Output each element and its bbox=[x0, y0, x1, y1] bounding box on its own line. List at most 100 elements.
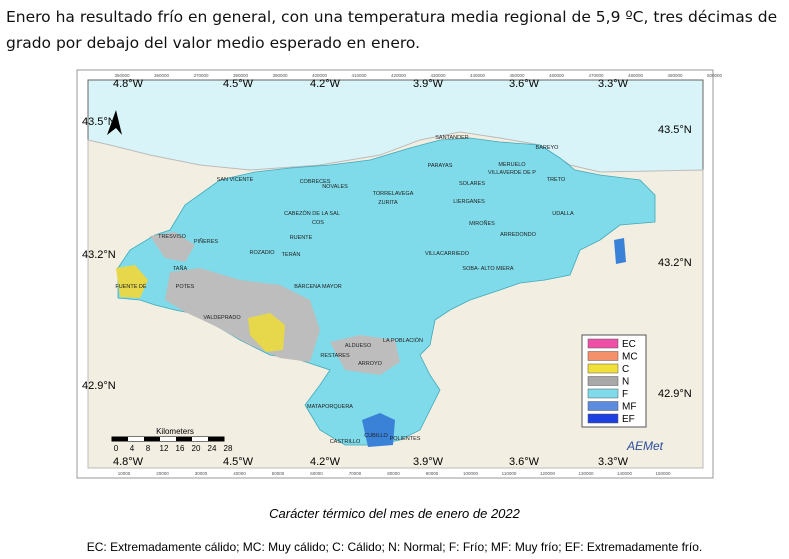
region-n bbox=[330, 335, 400, 375]
scale-title: Kilometers bbox=[156, 427, 194, 436]
scale-segment bbox=[128, 437, 144, 441]
place-label: NOVALES bbox=[322, 184, 348, 190]
caption: Carácter térmico del mes de enero de 202… bbox=[269, 506, 520, 521]
coord-label: 360000 bbox=[154, 73, 170, 78]
legend-label: EC bbox=[622, 339, 636, 350]
place-label: POLIENTES bbox=[390, 436, 421, 442]
coord-label: 460000 bbox=[549, 73, 565, 78]
coord-label: 490000 bbox=[667, 73, 683, 78]
place-label: TORRELAVEGA bbox=[373, 191, 414, 197]
scale-tick: 16 bbox=[176, 444, 185, 453]
place-label: ZURITA bbox=[378, 200, 398, 206]
place-label: ARROYO bbox=[358, 361, 383, 367]
scale-tick: 8 bbox=[146, 444, 151, 453]
legend-label: N bbox=[622, 377, 629, 388]
place-label: BÁRCENA MAYOR bbox=[294, 283, 342, 290]
legend-swatch bbox=[587, 338, 619, 349]
place-label: POTES bbox=[176, 284, 195, 290]
place-label: COBRECES bbox=[300, 179, 331, 185]
coord-label: 410000 bbox=[351, 73, 367, 78]
lat-label: 43.5°N bbox=[658, 124, 692, 136]
place-label: CUBILLO bbox=[364, 433, 388, 439]
lon-label: 4.2°W bbox=[310, 78, 341, 90]
coord-label: 120000 bbox=[540, 471, 556, 476]
place-label: SANTANDER bbox=[435, 135, 469, 141]
lon-label: 3.6°W bbox=[509, 78, 540, 90]
map: 4.8°W 4.8°W 4.5°W 4.5°W 4.2°W 4.2°W 3.9°W 3.9°W… bbox=[76, 69, 723, 479]
region-c bbox=[116, 265, 148, 298]
place-label: MERUELO bbox=[498, 162, 526, 168]
coord-label: 80000 bbox=[387, 471, 400, 476]
coord-label: 130000 bbox=[578, 471, 594, 476]
lon-label: 3.9°W bbox=[413, 456, 444, 468]
lon-label: 4.5°W bbox=[223, 456, 254, 468]
region-c bbox=[248, 313, 285, 352]
place-label: FUENTE DÉ bbox=[115, 283, 147, 290]
place-label: ALDUESO bbox=[345, 343, 372, 349]
scale-segment bbox=[192, 437, 208, 441]
legend-label: MF bbox=[622, 402, 636, 413]
place-label: TRETO bbox=[547, 177, 566, 183]
lat-label: 42.9°N bbox=[658, 388, 692, 400]
lon-label: 3.3°W bbox=[598, 78, 629, 90]
coord-label: 400000 bbox=[312, 73, 328, 78]
coord-label: 150000 bbox=[655, 471, 671, 476]
place-label: VALDEPRADO bbox=[203, 315, 241, 321]
footnote: EC: Extremadamente cálido; MC: Muy cálid… bbox=[86, 540, 703, 554]
coord-label: 370000 bbox=[193, 73, 209, 78]
coord-label: 20000 bbox=[156, 471, 169, 476]
region-mf bbox=[614, 238, 626, 264]
lat-label: 43.2°N bbox=[658, 257, 692, 269]
legend-label: EF bbox=[622, 414, 635, 425]
scale-segment bbox=[144, 437, 160, 441]
scale-segment bbox=[176, 437, 192, 441]
place-label: CABEZÓN DE LA SAL bbox=[284, 210, 340, 217]
place-label: MIROÑES bbox=[469, 220, 495, 227]
lon-label: 4.8°W bbox=[113, 78, 144, 90]
lat-label: 43.2°N bbox=[82, 249, 116, 261]
place-label: PARAYAS bbox=[428, 163, 453, 169]
region-n bbox=[150, 232, 195, 262]
place-label: SOLARES bbox=[459, 181, 485, 187]
region-mf bbox=[362, 413, 395, 447]
coord-label: 440000 bbox=[470, 73, 486, 78]
coord-label: 30000 bbox=[195, 471, 208, 476]
place-label: TAÑA bbox=[173, 265, 188, 272]
legend-label: MC bbox=[622, 352, 638, 363]
scale-tick: 20 bbox=[192, 444, 201, 453]
scale-tick: 4 bbox=[130, 444, 135, 453]
coord-label: 390000 bbox=[272, 73, 288, 78]
coord-label: 500000 bbox=[707, 73, 723, 78]
legend-label: F bbox=[622, 389, 628, 400]
place-label: UDALLA bbox=[552, 211, 574, 217]
coord-label: 50000 bbox=[272, 471, 285, 476]
legend-swatch bbox=[587, 413, 619, 424]
place-label: BAREYO bbox=[536, 145, 560, 151]
coord-label: 70000 bbox=[349, 471, 362, 476]
coord-label: 100000 bbox=[463, 471, 479, 476]
lat-label: 43.5°N bbox=[82, 116, 116, 128]
coord-label: 10000 bbox=[118, 471, 131, 476]
place-label: RESTARES bbox=[320, 353, 350, 359]
legend-swatch bbox=[587, 351, 619, 361]
place-label: TRESVISO bbox=[158, 234, 187, 240]
scale-tick: 24 bbox=[208, 444, 217, 453]
place-label: PIÑERES bbox=[194, 238, 218, 245]
coord-label: 110000 bbox=[502, 471, 517, 476]
legend-swatch bbox=[587, 401, 619, 411]
coord-label: 90000 bbox=[426, 471, 439, 476]
coord-label: 60000 bbox=[310, 471, 323, 476]
legend-label: C bbox=[622, 364, 629, 375]
legend-swatch bbox=[587, 363, 619, 374]
place-label: SOBA- ALTO MIERA bbox=[462, 266, 513, 272]
coord-label: 450000 bbox=[509, 73, 525, 78]
scale-tick: 28 bbox=[224, 444, 233, 453]
place-label: MATAPORQUERA bbox=[307, 404, 353, 410]
lon-label: 3.9°W bbox=[413, 78, 444, 90]
lon-label: 3.6°W bbox=[509, 456, 540, 468]
scale-tick: 12 bbox=[160, 444, 169, 453]
coord-label: 470000 bbox=[588, 73, 604, 78]
place-label: RUENTE bbox=[290, 235, 313, 241]
north-arrow bbox=[107, 110, 122, 135]
coord-label: 40000 bbox=[233, 471, 246, 476]
